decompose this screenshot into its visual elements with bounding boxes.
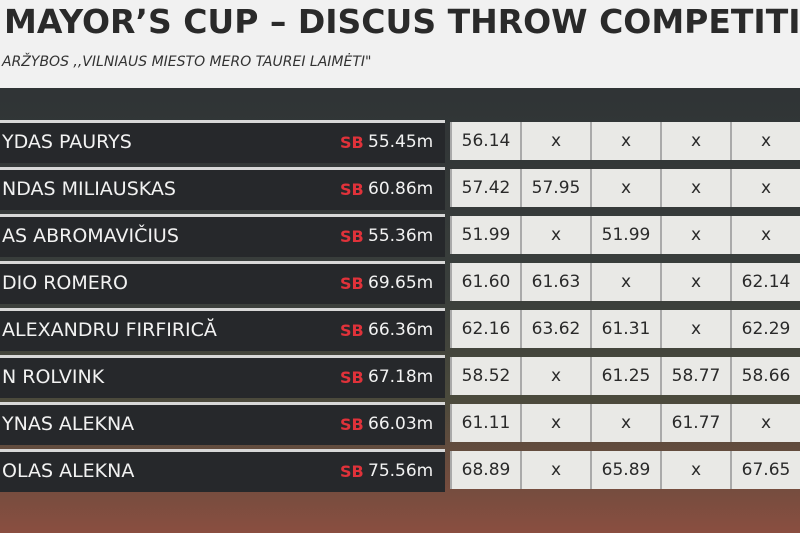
attempt: x — [520, 216, 590, 254]
athlete-bar: NDAS MILIAUSKAS SB 60.86m — [0, 167, 445, 210]
season-best: 66.36m — [368, 320, 434, 340]
sb-label: SB — [340, 321, 364, 340]
sb-label: SB — [340, 180, 364, 199]
season-best: 60.86m — [368, 179, 434, 199]
athlete-row: AS ABROMAVIČIUS SB 55.36m 51.99 x 51.99 x x — [0, 214, 800, 258]
sb-label: SB — [340, 415, 364, 434]
attempt: 57.95 — [520, 169, 590, 207]
attempt: x — [590, 169, 660, 207]
athlete-name: AS ABROMAVIČIUS — [2, 225, 179, 247]
banner: MAYOR’S CUP – DISCUS THROW COMPETITION A… — [0, 0, 800, 88]
attempt: x — [660, 122, 730, 160]
athlete-row: YDAS PAURYS SB 55.45m 56.14 x x x x — [0, 120, 800, 164]
athlete-row: OLAS ALEKNA SB 75.56m 68.89 x 65.89 x 67.65 — [0, 449, 800, 493]
attempt: 58.66 — [730, 357, 800, 395]
season-best: 69.65m — [368, 273, 434, 293]
attempt: 51.99 — [590, 216, 660, 254]
attempt: 56.14 — [450, 122, 520, 160]
attempt: x — [730, 216, 800, 254]
attempt: x — [660, 216, 730, 254]
subtitle: ARŽYBOS ,,VILNIAUS MIESTO MERO TAUREI LA… — [2, 54, 372, 70]
athlete-name: YNAS ALEKNA — [2, 413, 135, 435]
attempt: 61.11 — [450, 404, 520, 442]
attempt: x — [520, 357, 590, 395]
sb-label: SB — [340, 462, 364, 481]
athlete-bar: ALEXANDRU FIRFIRICĂ SB 66.36m — [0, 308, 445, 351]
attempt: x — [660, 169, 730, 207]
athlete-bar: N ROLVINK SB 67.18m — [0, 355, 445, 398]
sb-label: SB — [340, 274, 364, 293]
attempt: x — [730, 404, 800, 442]
attempt: 61.60 — [450, 263, 520, 301]
attempt: x — [590, 404, 660, 442]
attempt: x — [590, 263, 660, 301]
attempt: 62.14 — [730, 263, 800, 301]
attempt: 62.16 — [450, 310, 520, 348]
attempt: 62.29 — [730, 310, 800, 348]
sb-label: SB — [340, 227, 364, 246]
athlete-name: DIO ROMERO — [2, 272, 128, 294]
athlete-name: YDAS PAURYS — [2, 131, 132, 153]
attempt: x — [730, 169, 800, 207]
attempt: x — [660, 310, 730, 348]
season-best: 67.18m — [368, 367, 434, 387]
attempt: x — [730, 122, 800, 160]
season-best: 55.45m — [368, 132, 434, 152]
season-best: 75.56m — [368, 461, 434, 481]
athlete-row: NDAS MILIAUSKAS SB 60.86m 57.42 57.95 x x x — [0, 167, 800, 211]
attempt: x — [660, 263, 730, 301]
attempt: 61.25 — [590, 357, 660, 395]
athlete-row: ALEXANDRU FIRFIRICĂ SB 66.36m 62.16 63.62 61.… — [0, 308, 800, 352]
sb-label: SB — [340, 368, 364, 387]
attempt: x — [520, 122, 590, 160]
attempt: 58.77 — [660, 357, 730, 395]
attempt: 63.62 — [520, 310, 590, 348]
athlete-bar: DIO ROMERO SB 69.65m — [0, 261, 445, 304]
attempt: 51.99 — [450, 216, 520, 254]
athlete-name: NDAS MILIAUSKAS — [2, 178, 176, 200]
attempt: 58.52 — [450, 357, 520, 395]
attempt: 61.63 — [520, 263, 590, 301]
sb-label: SB — [340, 133, 364, 152]
attempt: 61.77 — [660, 404, 730, 442]
attempt: x — [590, 122, 660, 160]
athlete-bar: YDAS PAURYS SB 55.45m — [0, 120, 445, 163]
attempt: x — [660, 451, 730, 489]
athlete-name: N ROLVINK — [2, 366, 105, 388]
title: MAYOR’S CUP – DISCUS THROW COMPETITION — [4, 2, 800, 41]
season-best: 66.03m — [368, 414, 434, 434]
attempt: 61.31 — [590, 310, 660, 348]
athlete-bar: AS ABROMAVIČIUS SB 55.36m — [0, 214, 445, 257]
athlete-bar: YNAS ALEKNA SB 66.03m — [0, 402, 445, 445]
season-best: 55.36m — [368, 226, 434, 246]
athlete-row: DIO ROMERO SB 69.65m 61.60 61.63 x x 62.14 — [0, 261, 800, 305]
attempt: x — [520, 451, 590, 489]
athlete-name: OLAS ALEKNA — [2, 460, 135, 482]
attempt: 68.89 — [450, 451, 520, 489]
attempt: 57.42 — [450, 169, 520, 207]
attempt: x — [520, 404, 590, 442]
attempt: 67.65 — [730, 451, 800, 489]
attempt: 65.89 — [590, 451, 660, 489]
athlete-bar: OLAS ALEKNA SB 75.56m — [0, 449, 445, 492]
athlete-name: ALEXANDRU FIRFIRICĂ — [2, 319, 217, 341]
athlete-row: YNAS ALEKNA SB 66.03m 61.11 x x 61.77 x — [0, 402, 800, 446]
athlete-row: N ROLVINK SB 67.18m 58.52 x 61.25 58.77 58.66 — [0, 355, 800, 399]
